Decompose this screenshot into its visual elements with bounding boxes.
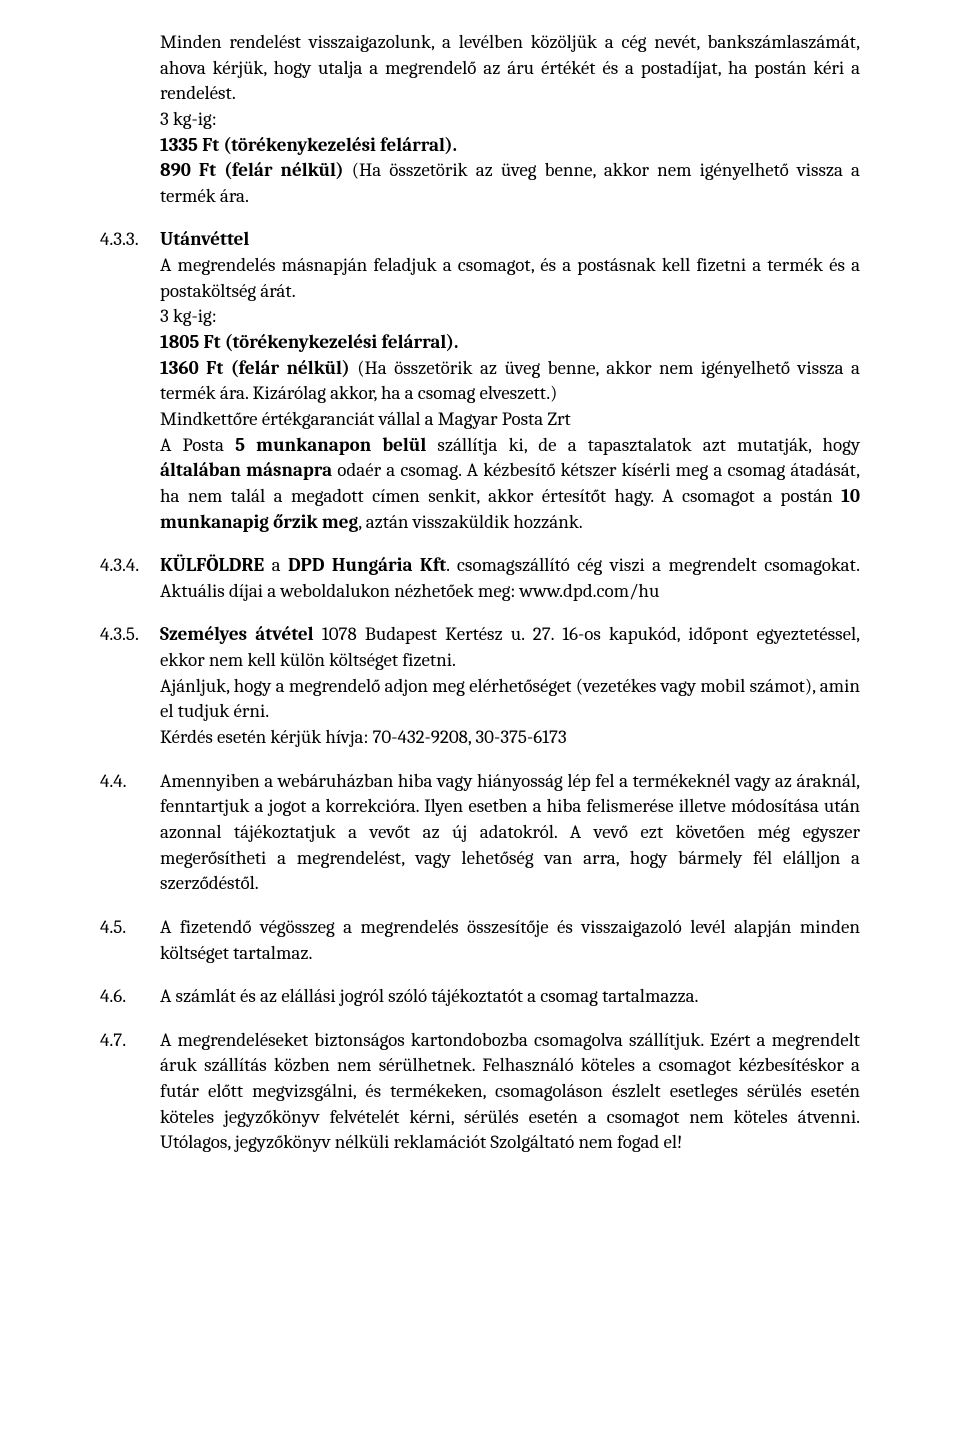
- entry-body: A megrendeléseket biztonságos kartondobo…: [160, 1028, 860, 1156]
- entry-number: 4.4.: [100, 769, 160, 897]
- entry-body: Amennyiben a webáruházban hiba vagy hián…: [160, 769, 860, 897]
- text-line: Minden rendelést visszaigazolunk, a levé…: [160, 30, 860, 107]
- numbered-entry: 4.6.A számlát és az elállási jogról szól…: [100, 984, 860, 1010]
- entry-number: 4.3.5.: [100, 622, 160, 750]
- text-line: 1335 Ft (törékenykezelési felárral).: [160, 133, 860, 159]
- text-line: A fizetendő végösszeg a megrendelés össz…: [160, 915, 860, 966]
- numbered-entry: 4.3.3.Utánvéttel A megrendelés másnapján …: [100, 227, 860, 535]
- entry-number: 4.5.: [100, 915, 160, 966]
- text-line: 1805 Ft (törékenykezelési felárral).: [160, 330, 860, 356]
- bold-text: 1335 Ft (törékenykezelési felárral).: [160, 134, 457, 156]
- text-line: Ajánljuk, hogy a megrendelő adjon meg el…: [160, 674, 860, 725]
- text-line: 3 kg-ig:: [160, 107, 860, 133]
- entry-number: 4.3.4.: [100, 553, 160, 604]
- text-line: Személyes átvétel 1078 Budapest Kertész …: [160, 622, 860, 673]
- text-line: Amennyiben a webáruházban hiba vagy hián…: [160, 769, 860, 897]
- bold-text: 1360 Ft (felár nélkül): [160, 357, 350, 379]
- document-page: Minden rendelést visszaigazolunk, a levé…: [0, 0, 960, 1234]
- entry-number: 4.3.3.: [100, 227, 160, 535]
- text-line: Mindkettőre értékgaranciát vállal a Magy…: [160, 407, 860, 433]
- text-line: A számlát és az elállási jogról szóló tá…: [160, 984, 860, 1010]
- entry-number: 4.6.: [100, 984, 160, 1010]
- text-line: A megrendelés másnapján feladjuk a csoma…: [160, 253, 860, 304]
- bold-text: 1805 Ft (törékenykezelési felárral).: [160, 331, 458, 353]
- numbered-entry: 4.3.4.KÜLFÖLDRE a DPD Hungária Kft. csom…: [100, 553, 860, 604]
- text-line: Utánvéttel: [160, 227, 860, 253]
- entry-body: KÜLFÖLDRE a DPD Hungária Kft. csomagszál…: [160, 553, 860, 604]
- text-line: A megrendeléseket biztonságos kartondobo…: [160, 1028, 860, 1156]
- numbered-entry: 4.3.5.Személyes átvétel 1078 Budapest Ke…: [100, 622, 860, 750]
- numbered-entry: 4.4.Amennyiben a webáruházban hiba vagy …: [100, 769, 860, 897]
- bold-text: Utánvéttel: [160, 228, 249, 250]
- text-line: Kérdés esetén kérjük hívja: 70-432-9208,…: [160, 725, 860, 751]
- text-line: 890 Ft (felár nélkül) (Ha összetörik az …: [160, 158, 860, 209]
- entry-number: 4.7.: [100, 1028, 160, 1156]
- numbered-entry: 4.7.A megrendeléseket biztonságos karton…: [100, 1028, 860, 1156]
- text-line: 1360 Ft (felár nélkül) (Ha összetörik az…: [160, 356, 860, 407]
- text-line: A Posta 5 munkanapon belül szállítja ki,…: [160, 433, 860, 536]
- entry-body: Utánvéttel A megrendelés másnapján feladj…: [160, 227, 860, 535]
- text-line: 3 kg-ig:: [160, 304, 860, 330]
- numbered-entry: 4.5.A fizetendő végösszeg a megrendelés …: [100, 915, 860, 966]
- text-line: KÜLFÖLDRE a DPD Hungária Kft. csomagszál…: [160, 553, 860, 604]
- paragraph-continuation: Minden rendelést visszaigazolunk, a levé…: [160, 30, 860, 209]
- bold-text: 890 Ft (felár nélkül): [160, 159, 344, 181]
- entry-body: A fizetendő végösszeg a megrendelés össz…: [160, 915, 860, 966]
- entry-body: Személyes átvétel 1078 Budapest Kertész …: [160, 622, 860, 750]
- entry-body: A számlát és az elállási jogról szóló tá…: [160, 984, 860, 1010]
